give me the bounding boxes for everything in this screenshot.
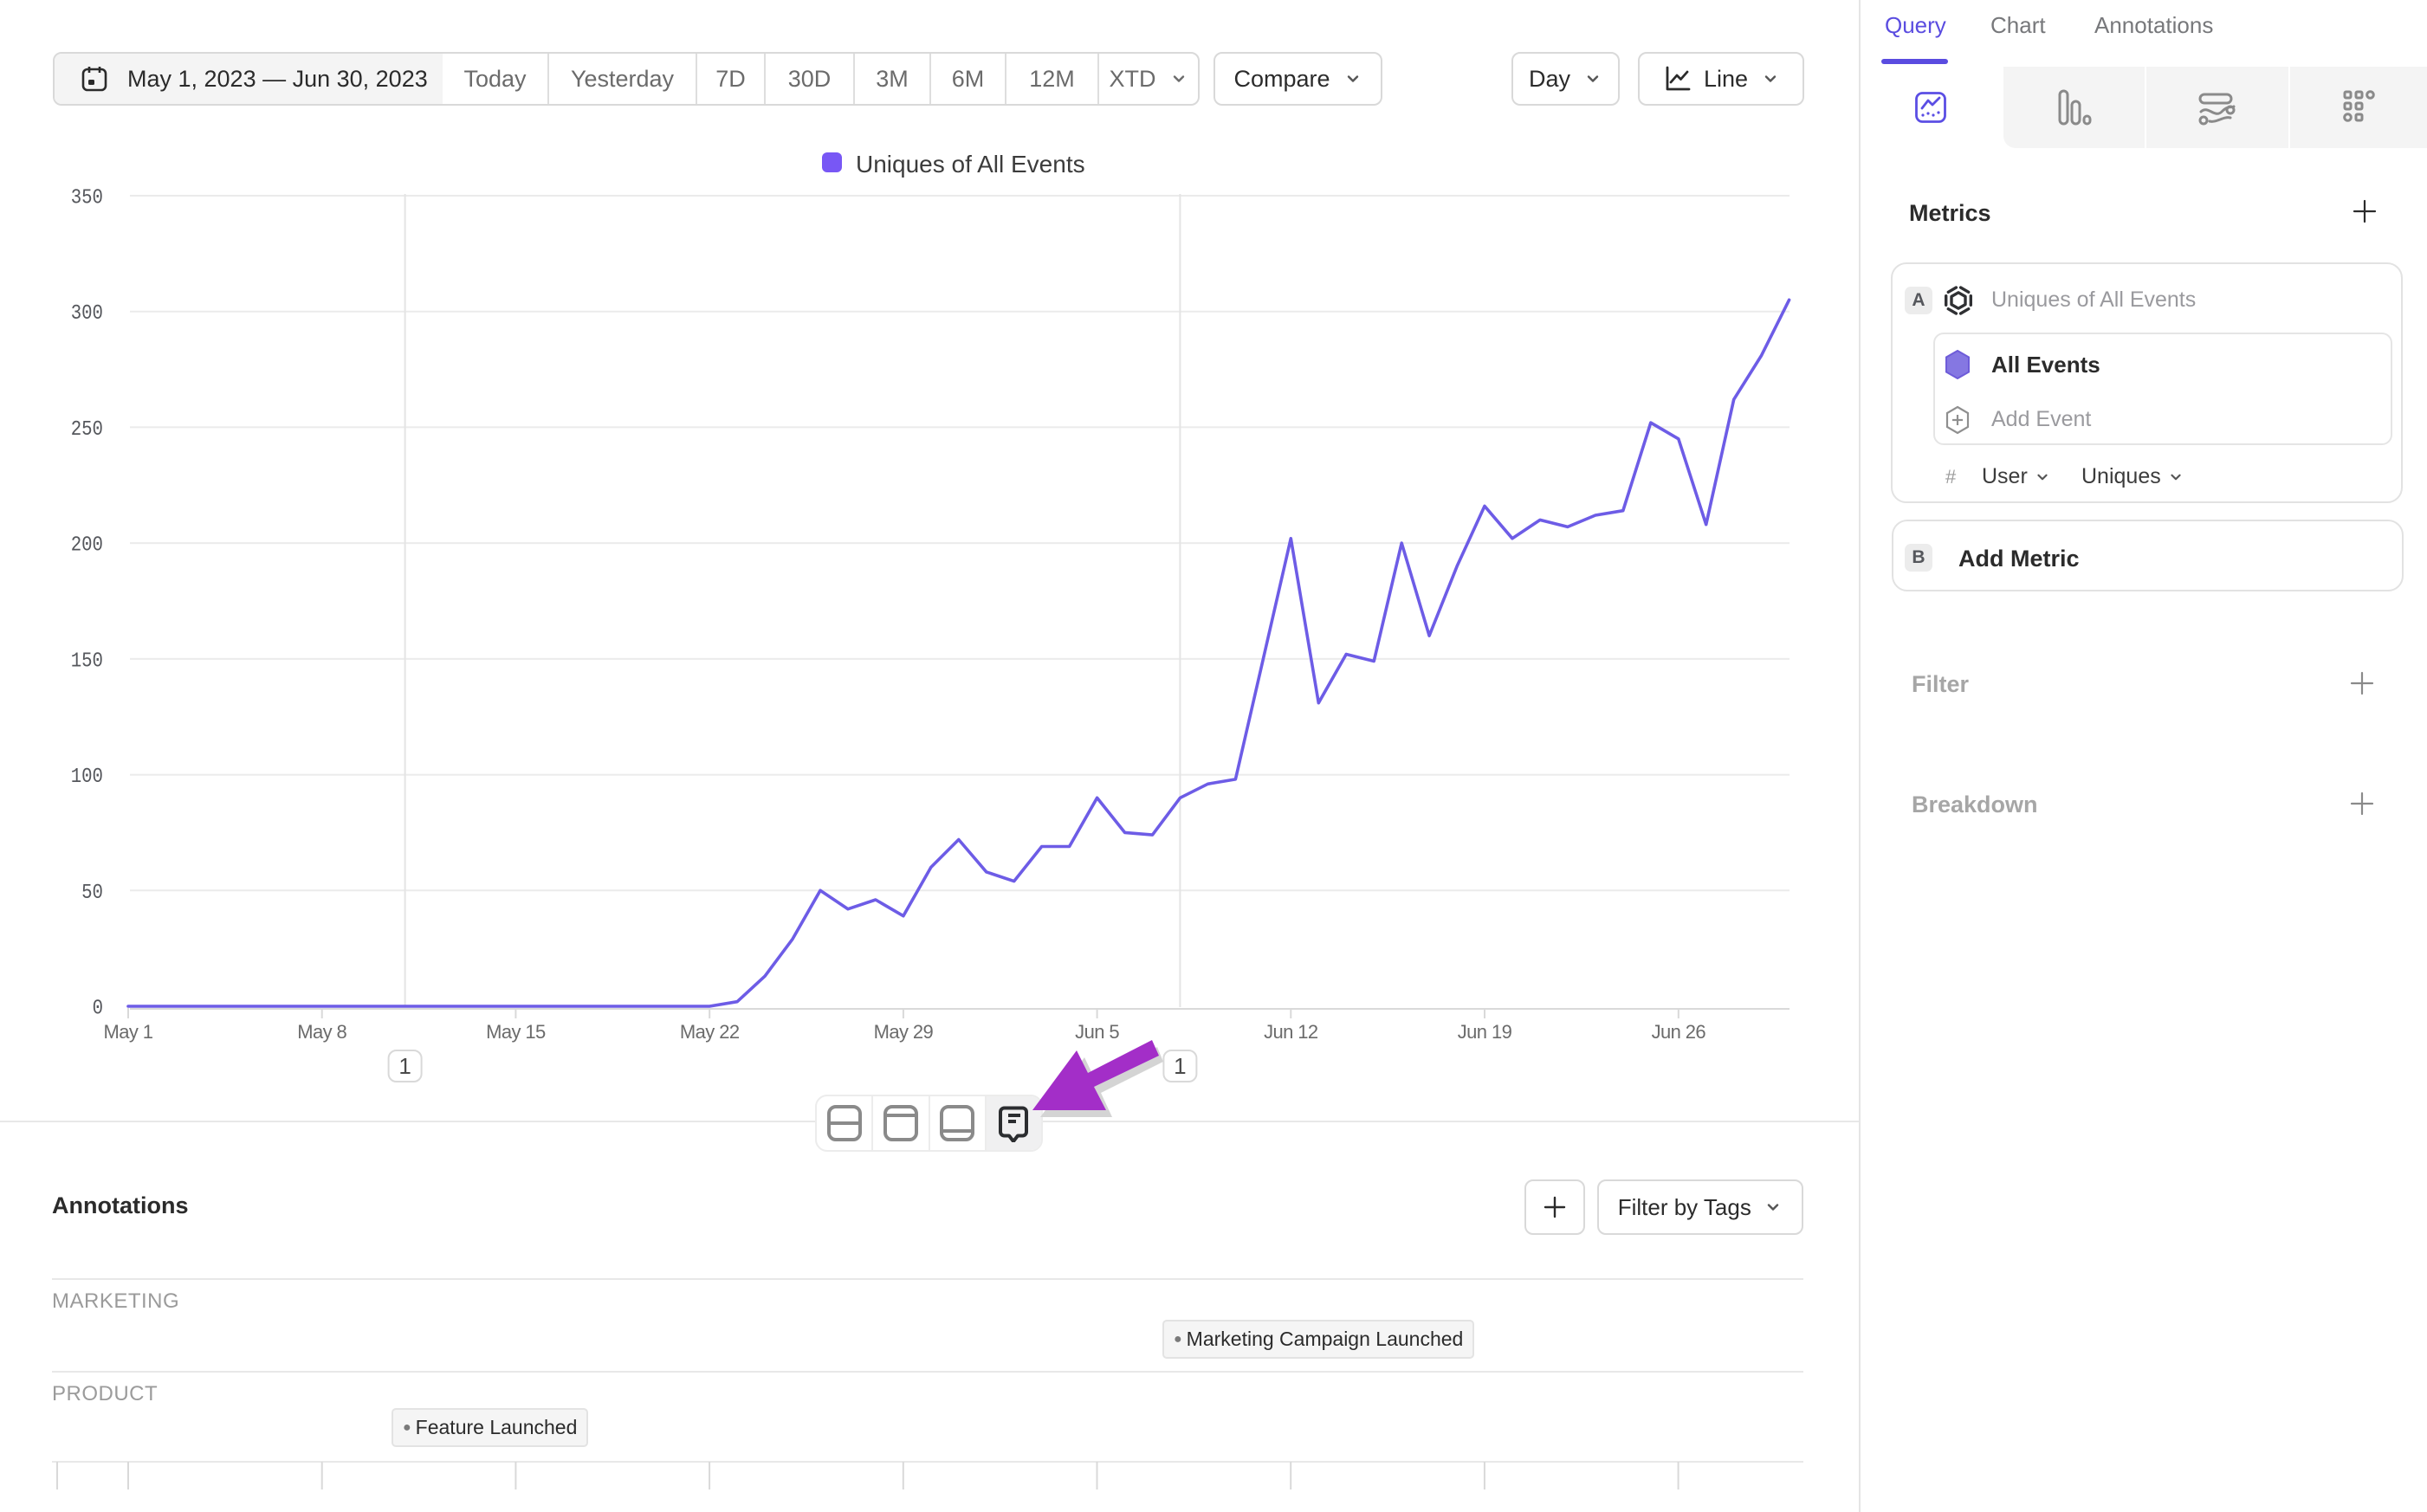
svg-text:0: 0 bbox=[93, 998, 103, 1021]
svg-text:1: 1 bbox=[1174, 1053, 1186, 1079]
svg-text:1: 1 bbox=[398, 1053, 411, 1079]
svg-text:50: 50 bbox=[81, 882, 103, 905]
svg-text:May 8: May 8 bbox=[297, 1021, 346, 1043]
svg-text:Jun 12: Jun 12 bbox=[1264, 1021, 1318, 1043]
svg-text:May 22: May 22 bbox=[680, 1021, 740, 1043]
svg-text:Jun 19: Jun 19 bbox=[1458, 1021, 1512, 1043]
svg-text:200: 200 bbox=[71, 534, 103, 558]
svg-text:350: 350 bbox=[71, 187, 103, 210]
svg-text:150: 150 bbox=[71, 649, 103, 673]
svg-text:Jun 5: Jun 5 bbox=[1075, 1021, 1119, 1043]
svg-text:May 1: May 1 bbox=[104, 1021, 153, 1043]
svg-text:250: 250 bbox=[71, 418, 103, 442]
svg-text:100: 100 bbox=[71, 766, 103, 789]
svg-text:300: 300 bbox=[71, 302, 103, 326]
svg-text:May 29: May 29 bbox=[874, 1021, 934, 1043]
svg-text:Jun 26: Jun 26 bbox=[1652, 1021, 1706, 1043]
svg-text:May 15: May 15 bbox=[486, 1021, 546, 1043]
svg-text:Uniques of All Events: Uniques of All Events bbox=[856, 151, 1085, 178]
